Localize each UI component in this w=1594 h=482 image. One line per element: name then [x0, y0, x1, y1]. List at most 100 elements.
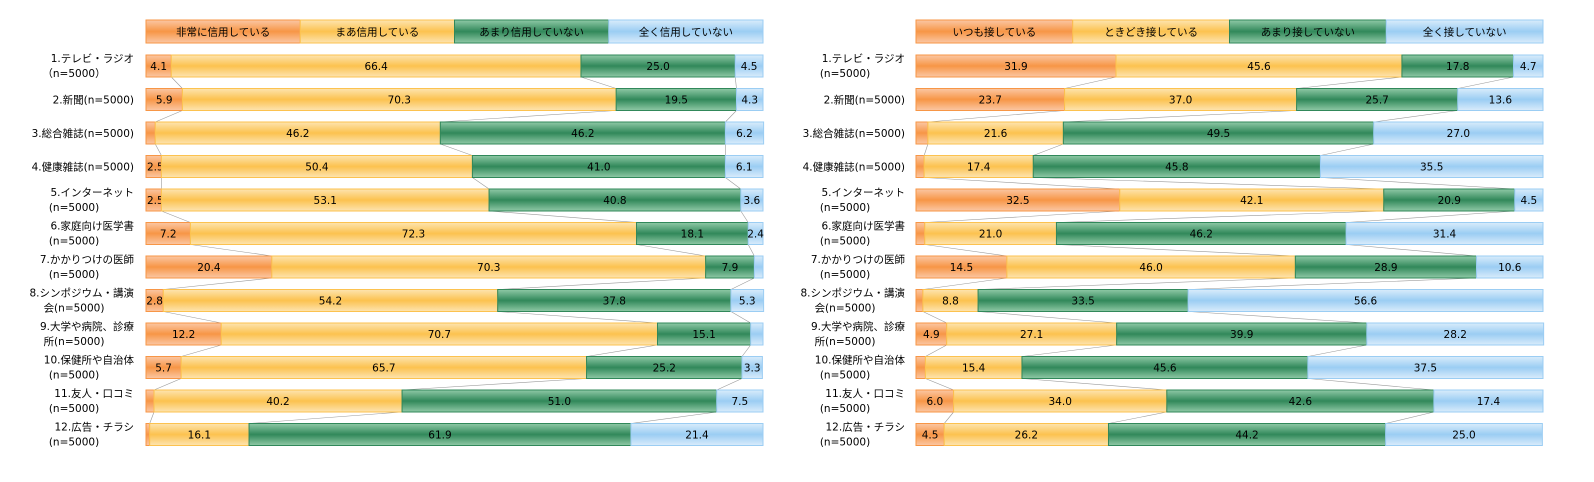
bar-segment: [915, 155, 925, 178]
bar-row-4: 17.4 45.8 35.5: [915, 155, 1544, 178]
category-label-line: （n=5000）: [42, 68, 105, 80]
legend-swatch-4: [608, 19, 764, 44]
data-label: 12.2: [172, 329, 195, 341]
series-line: [181, 344, 222, 357]
bar-segment: [630, 423, 764, 446]
data-label: 15.4: [962, 363, 986, 375]
data-label: 5.9: [156, 95, 173, 107]
bar-segment: [735, 88, 764, 111]
data-label: 34.0: [1049, 396, 1072, 408]
bar-row-5: 32.5 42.1 20.9 4.5: [915, 188, 1544, 212]
category-label: 8.シンポジウム・講演会(n=5000): [29, 287, 134, 315]
series-line: [1320, 177, 1515, 190]
data-label: 2.8: [146, 296, 163, 308]
series-line: [190, 244, 272, 257]
series-line: [497, 311, 658, 324]
category-label: 2.新聞(n=5000): [824, 94, 905, 107]
bar-row-12: 16.1 61.9 21.4: [145, 423, 764, 446]
category-label-line: (n=5000): [49, 370, 99, 382]
data-label: 4.7: [1520, 61, 1537, 73]
category-label-line: 会(n=5000): [815, 302, 876, 315]
category-label: 1.テレビ・ラジオ （n=5000）: [42, 53, 134, 80]
data-label: 40.8: [603, 195, 626, 207]
data-label: 46.2: [571, 128, 594, 140]
series-line: [163, 311, 222, 324]
category-label: 7.かかりつけの医師 (n=5000): [811, 253, 906, 281]
series-line: [1346, 210, 1515, 223]
category-label-line: 5.インターネット: [821, 187, 905, 199]
category-label-line: (n=5000): [820, 403, 870, 415]
series-line: [1320, 143, 1374, 156]
bar-segment: [724, 121, 765, 145]
data-label: 20.9: [1438, 195, 1461, 207]
series-line: [730, 277, 755, 290]
bar-segment: [747, 222, 764, 245]
data-label: 53.1: [314, 195, 337, 207]
chart-panel-1: 非常に信用している まあ信用している あまり信用していない 全く信用していない 1.テレ…: [29, 19, 765, 449]
category-label: 4.健康雑誌(n=5000): [803, 161, 905, 174]
data-label: 33.5: [1071, 296, 1094, 308]
series-line: [1307, 344, 1367, 357]
bar-row-6: 7.2 72.3 18.1 2.4: [145, 222, 764, 245]
category-label-line: 7.かかりつけの医師: [40, 253, 135, 266]
data-label: 8.8: [942, 296, 959, 308]
series-line: [1457, 76, 1514, 89]
data-label: 42.6: [1289, 396, 1313, 408]
category-label-line: 1.テレビ・ラジオ: [822, 53, 905, 65]
bar-row-7: 20.4 70.3 7.9: [145, 255, 764, 279]
bar-segment: [145, 423, 151, 446]
data-label: 37.0: [1169, 95, 1192, 107]
bar-segment: [915, 356, 926, 379]
legend-label-4: 全く接していない: [1423, 26, 1507, 39]
data-label: 25.2: [653, 363, 676, 375]
series-line: [402, 378, 587, 391]
bar-row-8: 2.8 54.2 37.8 5.3: [145, 289, 765, 312]
series-line: [440, 110, 617, 123]
data-label: 2.5: [147, 195, 164, 207]
series-line: [171, 76, 183, 89]
series-line: [725, 177, 741, 190]
series-line: [924, 210, 1120, 223]
data-label: 4.5: [741, 61, 758, 73]
data-label: 18.1: [681, 229, 704, 241]
data-label: 2.5: [147, 162, 164, 174]
bar-segment: [1476, 255, 1544, 279]
series-line: [716, 378, 743, 391]
data-label: 39.9: [1230, 329, 1253, 341]
category-label-line: 8.シンポジウム・講演: [800, 287, 905, 300]
bar-row-12: 4.5 26.2 44.2 25.0: [915, 423, 1543, 446]
data-label: 5.3: [739, 296, 756, 308]
category-label-line: 9.大学や病院、診療: [811, 320, 906, 333]
series-line: [497, 277, 706, 290]
series-line: [924, 244, 1007, 257]
data-label: 14.5: [950, 262, 973, 274]
data-label: 16.1: [188, 430, 211, 442]
series-lines: [149, 76, 755, 424]
data-label: 3.3: [744, 363, 761, 375]
bar-segment: [1514, 188, 1544, 212]
bar-row-11: 6.0 34.0 42.6 17.4: [915, 389, 1544, 413]
data-label: 13.6: [1489, 95, 1513, 107]
category-label-line: (n=5000): [49, 437, 99, 449]
bar-row-6: 21.0 46.2 31.4: [915, 222, 1544, 245]
data-label: 19.5: [665, 95, 688, 107]
series-line: [249, 411, 403, 424]
series-line: [927, 110, 1065, 123]
bar-segment: [1513, 54, 1544, 78]
category-label-line: 3.総合雑誌(n=5000): [803, 127, 905, 140]
data-label: 44.2: [1235, 430, 1258, 442]
series-line: [1033, 177, 1384, 190]
data-label: 26.2: [1015, 430, 1038, 442]
bar-row-5: 2.5 53.1 40.8 3.6: [145, 188, 764, 212]
category-label-line: 4.健康雑誌(n=5000): [803, 161, 905, 174]
data-label: 23.7: [979, 95, 1002, 107]
category-label: 3.総合雑誌(n=5000): [32, 127, 134, 140]
bar-segment: [750, 322, 764, 346]
bar-row-1: 4.1 66.4 25.0 4.5: [145, 54, 764, 78]
category-label: 8.シンポジウム・講演会(n=5000): [800, 287, 905, 315]
bar-segment: [734, 54, 764, 78]
series-line: [630, 411, 717, 424]
data-label: 7.2: [160, 229, 177, 241]
